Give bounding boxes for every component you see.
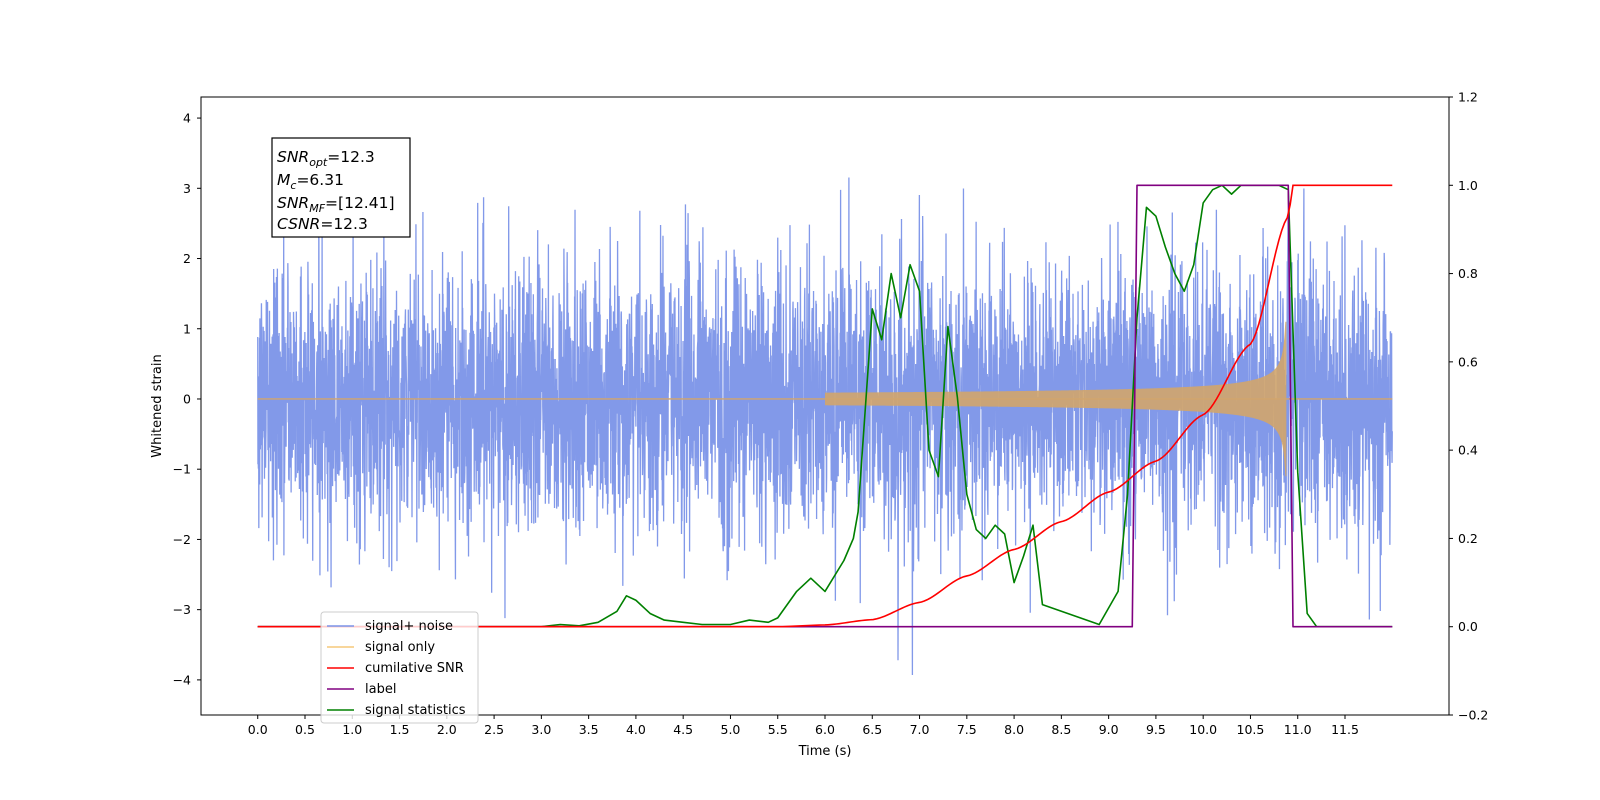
y-left-tick-label: −2 <box>173 532 191 547</box>
x-tick-label: 11.5 <box>1331 722 1359 737</box>
x-axis-label: Time (s) <box>798 744 852 759</box>
x-tick-label: 8.0 <box>1004 722 1024 737</box>
x-tick-label: 10.5 <box>1237 722 1265 737</box>
plot-area <box>257 177 1393 676</box>
snr-opt-value: =12.3 <box>327 148 375 166</box>
x-tick-label: 3.5 <box>579 722 599 737</box>
annotation-snr-opt: SNRopt=12.3 <box>277 148 375 169</box>
legend-label-label: label <box>365 682 396 697</box>
y-right-tick-label: 0.6 <box>1458 354 1478 369</box>
y-right-tick-label: 1.2 <box>1458 90 1478 105</box>
x-axis: 0.0 0.5 1.0 1.5 2.0 2.5 3.0 3.5 4.0 4.5 5.0 5.5 6.0 6… <box>248 715 1359 737</box>
y-right-tick-label: 0.4 <box>1458 443 1478 458</box>
x-tick-label: 4.0 <box>626 722 646 737</box>
x-tick-label: 2.0 <box>437 722 457 737</box>
series-label <box>257 184 1393 628</box>
x-tick-label: 4.5 <box>673 722 693 737</box>
x-tick-label: 2.5 <box>484 722 504 737</box>
x-tick-label: 3.0 <box>531 722 551 737</box>
y-left-tick-label: 4 <box>183 111 191 126</box>
mc-value: =6.31 <box>296 171 344 189</box>
legend-label-signal-only: signal only <box>365 640 435 655</box>
y-left-tick-label: −1 <box>173 462 191 477</box>
annotation-csnr: CSNR=12.3 <box>277 215 368 233</box>
annotation-mc: Mc=6.31 <box>277 171 344 192</box>
x-tick-label: 0.5 <box>295 722 315 737</box>
snr-opt-name: SNR <box>277 148 309 166</box>
x-tick-label: 0.0 <box>248 722 268 737</box>
csnr-name: CSNR <box>277 215 320 233</box>
x-tick-label: 6.0 <box>815 722 835 737</box>
y-right-tick-label: 0.2 <box>1458 531 1478 546</box>
legend-label-signal-noise: signal+ noise <box>365 619 453 634</box>
legend-label-signal-statistics: signal statistics <box>365 703 466 718</box>
y-left-tick-label: 2 <box>183 251 191 266</box>
legend-label-cumulative-snr: cumilative SNR <box>365 661 464 676</box>
y-axis-left: −4 −3 −2 −1 0 1 2 3 4 <box>173 111 201 687</box>
y-left-tick-label: 1 <box>183 321 191 336</box>
x-tick-label: 5.5 <box>768 722 788 737</box>
x-tick-label: 9.0 <box>1099 722 1119 737</box>
legend-box <box>320 611 479 724</box>
y-right-tick-label: 0.0 <box>1458 619 1478 634</box>
mc-sub: c <box>290 179 296 192</box>
x-tick-label: 11.0 <box>1284 722 1312 737</box>
snr-opt-sub: opt <box>309 156 328 169</box>
y-right-tick-label: −0.2 <box>1458 708 1488 723</box>
x-tick-label: 10.0 <box>1189 722 1217 737</box>
y-left-tick-label: 3 <box>183 181 191 196</box>
x-tick-label: 5.0 <box>721 722 741 737</box>
x-tick-label: 9.5 <box>1146 722 1166 737</box>
x-tick-label: 7.0 <box>910 722 930 737</box>
csnr-value: =12.3 <box>320 215 368 233</box>
stats-annotation: SNRopt=12.3 Mc=6.31 SNRMF=[12.41] CSNR=1… <box>271 137 411 238</box>
x-tick-label: 7.5 <box>957 722 977 737</box>
annotation-box <box>271 137 411 238</box>
x-tick-label: 1.5 <box>390 722 410 737</box>
legend: signal+ noise signal only cumilative SNR… <box>320 611 479 724</box>
y-left-tick-label: −4 <box>173 672 191 687</box>
y-right-tick-label: 1.0 <box>1458 178 1478 193</box>
snr-mf-name: SNR <box>277 194 309 212</box>
y-axis-label: Whitened strain <box>150 354 165 457</box>
snr-mf-value: =[12.41] <box>325 194 394 212</box>
mc-name: M <box>277 171 290 189</box>
x-tick-label: 8.5 <box>1051 722 1071 737</box>
y-right-tick-label: 0.8 <box>1458 266 1478 281</box>
annotation-snr-mf: SNRMF=[12.41] <box>277 194 395 215</box>
x-tick-label: 1.0 <box>342 722 362 737</box>
y-axis-right: −0.2 0.0 0.2 0.4 0.6 0.8 1.0 1.2 <box>1449 90 1488 723</box>
y-left-tick-label: −3 <box>173 602 191 617</box>
snr-mf-sub: MF <box>309 202 325 215</box>
x-tick-label: 6.5 <box>862 722 882 737</box>
y-left-tick-label: 0 <box>183 391 191 406</box>
